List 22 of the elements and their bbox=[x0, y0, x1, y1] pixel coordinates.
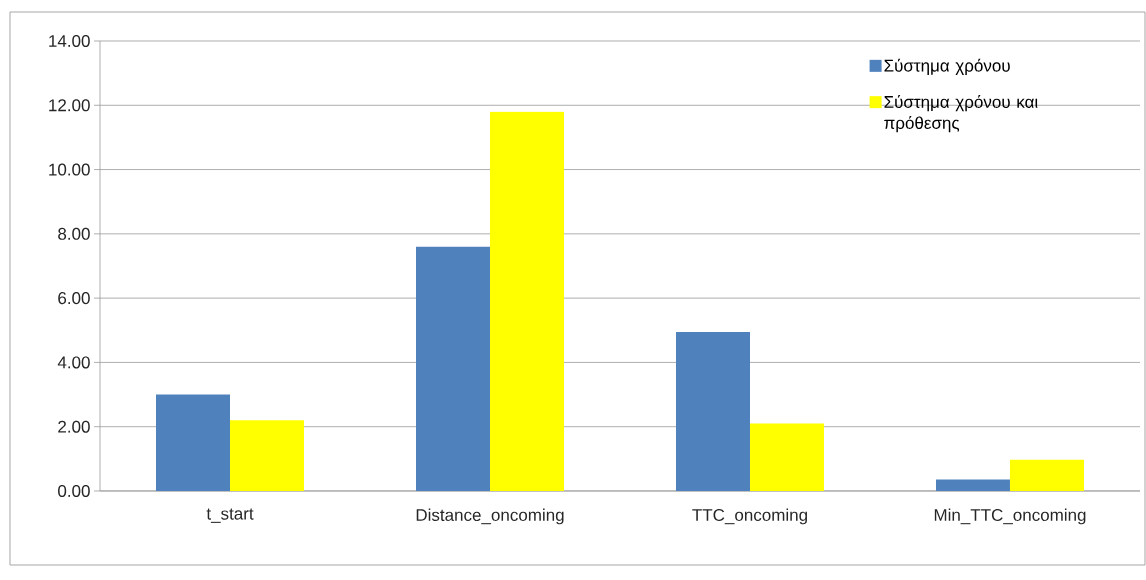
x-tick-label: TTC_oncoming bbox=[692, 508, 807, 525]
bar bbox=[490, 111, 564, 491]
x-tick-label: Min_TTC_oncoming bbox=[934, 508, 1086, 525]
bar bbox=[935, 479, 1010, 491]
y-tick-label: 4.00 bbox=[57, 356, 90, 369]
y-tick-label: 10.00 bbox=[49, 163, 90, 176]
y-tick-label: 8.00 bbox=[58, 227, 90, 240]
bar bbox=[1009, 459, 1084, 491]
legend-label: Σύστημα χρόνου και πρόθεσης bbox=[884, 94, 1038, 133]
y-tick-label: 0.00 bbox=[58, 484, 90, 498]
x-tick-label: t_start bbox=[206, 508, 254, 523]
x-tick-label: Distance_oncoming bbox=[416, 508, 564, 525]
legend-label: Σύστημα χρόνου bbox=[884, 58, 1010, 76]
bar bbox=[416, 246, 490, 491]
y-tick-label: 14.00 bbox=[49, 34, 90, 48]
bar bbox=[156, 394, 231, 491]
y-tick-label: 2.00 bbox=[58, 420, 90, 433]
y-tick-label: 12.00 bbox=[49, 99, 90, 112]
y-tick-label: 6.00 bbox=[58, 292, 90, 305]
bar bbox=[749, 423, 824, 491]
bar bbox=[230, 420, 304, 491]
bar bbox=[675, 331, 750, 491]
